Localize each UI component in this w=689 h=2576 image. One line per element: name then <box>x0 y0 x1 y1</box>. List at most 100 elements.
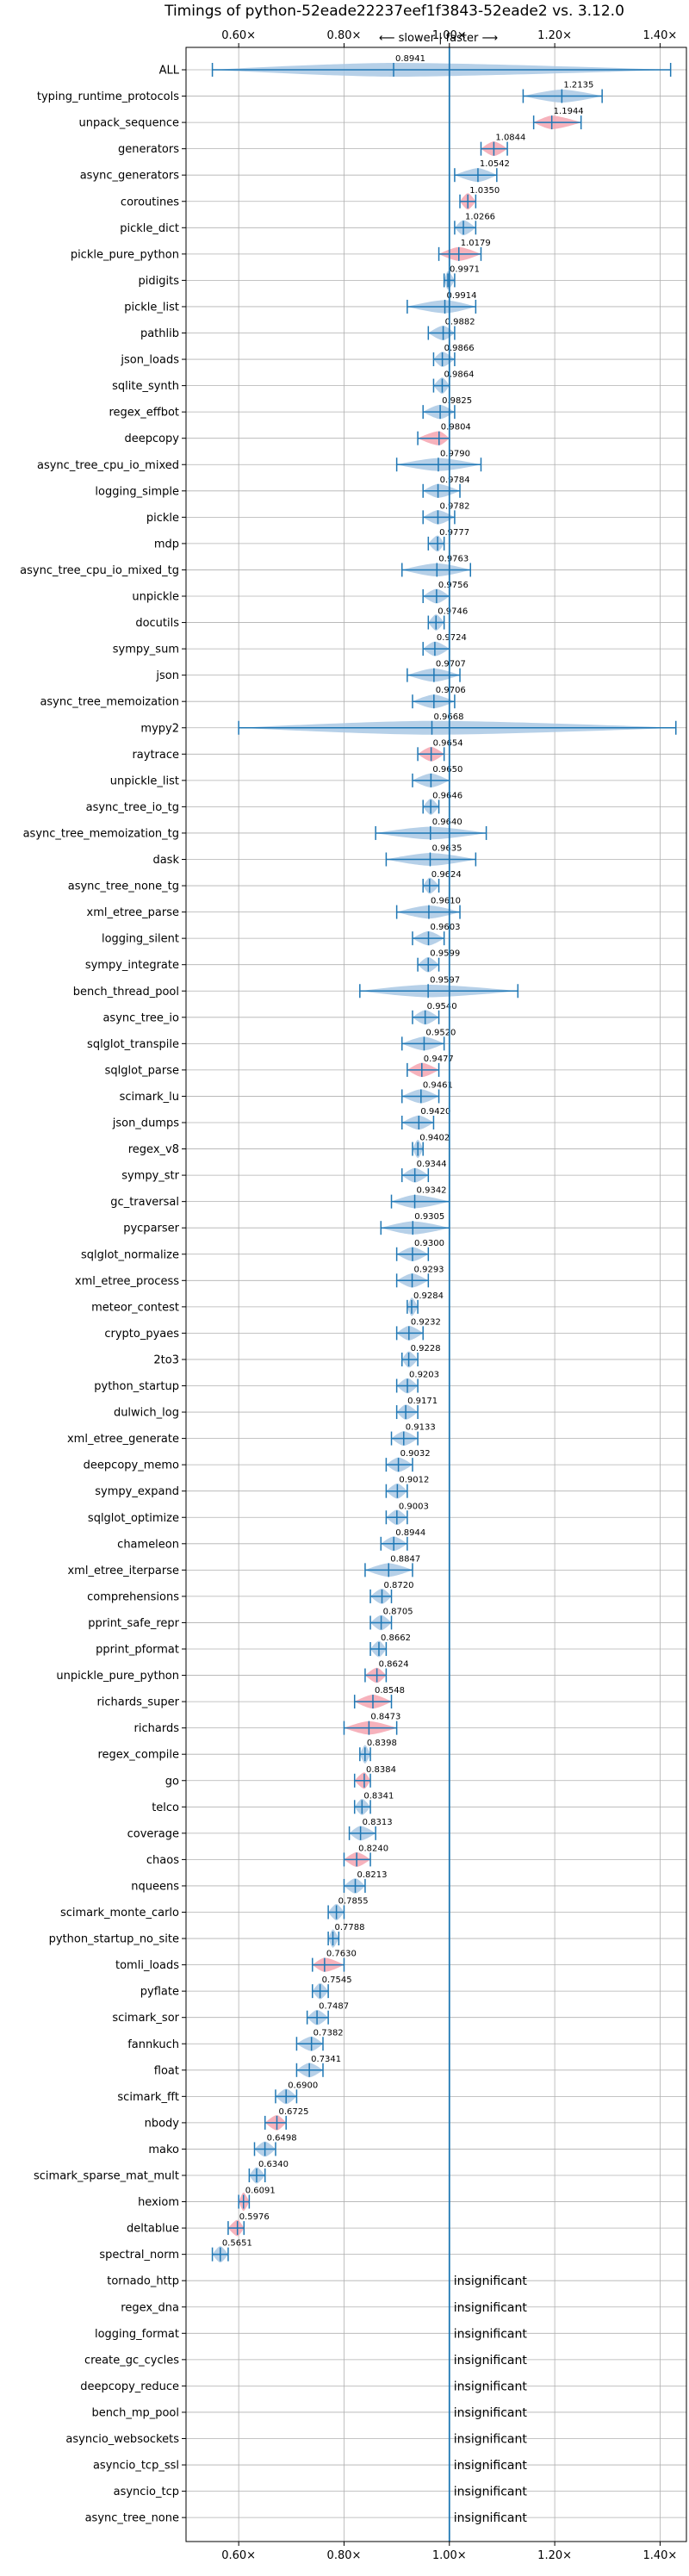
category-label: async_tree_memoization_tg <box>23 827 179 840</box>
value-label: 0.8213 <box>357 1870 388 1880</box>
value-label: 0.8398 <box>367 1739 397 1748</box>
category-label: crypto_pyaes <box>104 1328 179 1341</box>
value-label: 0.9646 <box>432 791 462 800</box>
category-label: telco <box>152 1801 179 1814</box>
x-tick-label-bottom: 1.20× <box>537 2549 572 2562</box>
value-label: 0.9763 <box>438 554 469 563</box>
value-label: 0.9882 <box>445 318 475 327</box>
plot-frame <box>185 47 687 2542</box>
category-label: pprint_safe_repr <box>88 1617 179 1630</box>
category-label: pickle_list <box>124 301 179 314</box>
value-label: 0.8941 <box>395 54 425 64</box>
value-label: 0.9777 <box>439 528 469 538</box>
category-label: sympy_str <box>121 1170 179 1183</box>
value-label: 0.8313 <box>363 1818 393 1827</box>
value-label: 1.0542 <box>480 159 510 169</box>
category-label: coroutines <box>121 196 179 208</box>
category-label: python_startup_no_site <box>49 1933 179 1946</box>
category-label: async_tree_cpu_io_mixed_tg <box>20 564 179 577</box>
category-label: pickle_dict <box>120 222 179 235</box>
category-label: sqlglot_transpile <box>87 1038 179 1051</box>
category-label: raytrace <box>132 749 179 762</box>
x-tick-label-bottom: 0.80× <box>327 2549 362 2562</box>
x-tick-label-top: 1.20× <box>537 29 572 42</box>
value-label: 0.9293 <box>414 1265 444 1274</box>
insignificant-label: insignificant <box>454 2459 528 2473</box>
category-label: async_tree_none <box>85 2512 179 2525</box>
x-tick-label-top: 1.00× <box>432 29 467 42</box>
category-label: generators <box>118 143 179 156</box>
value-label: 0.9032 <box>400 1449 431 1459</box>
value-label: 0.9461 <box>423 1080 453 1090</box>
value-label: 0.9300 <box>414 1239 444 1248</box>
value-label: 0.8705 <box>383 1607 413 1616</box>
direction-label: ⟵ slower | faster ⟶ <box>379 32 498 45</box>
x-tick-label-bottom: 0.60× <box>221 2549 256 2562</box>
value-label: 0.9825 <box>442 396 472 406</box>
category-label: richards_super <box>96 1696 179 1709</box>
value-label: 0.9284 <box>413 1291 444 1301</box>
value-label: 0.9599 <box>430 949 460 959</box>
value-label: 0.9756 <box>438 581 469 590</box>
value-label: 0.9344 <box>417 1160 447 1169</box>
value-label: 0.8240 <box>358 1844 388 1853</box>
value-label: 1.2135 <box>563 81 593 90</box>
category-label: pyflate <box>140 1986 179 1999</box>
category-label: pickle <box>146 512 179 525</box>
category-label: nbody <box>145 2117 180 2130</box>
value-label: 0.9133 <box>406 1423 436 1433</box>
category-label: pycparser <box>123 1223 179 1235</box>
value-label: 0.9624 <box>431 870 462 880</box>
category-label: regex_v8 <box>128 1143 179 1156</box>
value-label: 0.8624 <box>379 1660 409 1670</box>
value-label: 0.8847 <box>390 1554 420 1564</box>
category-label: asyncio_tcp <box>114 2486 179 2498</box>
category-label: async_generators <box>80 170 180 183</box>
value-label: 0.9746 <box>438 607 468 617</box>
category-label: sympy_sum <box>113 644 179 656</box>
insignificant-label: insignificant <box>454 2274 528 2288</box>
category-label: logging_format <box>95 2328 179 2341</box>
category-label: deltablue <box>127 2223 179 2236</box>
insignificant-label: insignificant <box>454 2486 528 2499</box>
category-label: docutils <box>135 617 179 630</box>
category-label: comprehensions <box>87 1590 179 1603</box>
value-label: 0.9790 <box>440 449 470 458</box>
value-label: 0.9864 <box>444 370 474 380</box>
category-label: json <box>155 669 179 682</box>
category-label: sqlglot_normalize <box>81 1248 179 1261</box>
category-label: python_startup <box>94 1380 179 1393</box>
category-label: sqlglot_parse <box>105 1064 179 1077</box>
category-label: logging_simple <box>95 485 179 498</box>
category-label: ALL <box>159 65 180 78</box>
value-label: 0.6340 <box>258 2160 289 2169</box>
category-label: scimark_lu <box>120 1091 179 1104</box>
x-tick-label-top: 0.80× <box>327 29 362 42</box>
category-label: sympy_expand <box>95 1485 179 1498</box>
category-label: scimark_sparse_mat_mult <box>34 2170 179 2183</box>
category-label: unpack_sequence <box>78 117 179 130</box>
value-label: 0.9597 <box>430 975 460 985</box>
insignificant-label: insignificant <box>454 2406 528 2420</box>
value-label: 0.9610 <box>431 897 461 906</box>
category-label: bench_thread_pool <box>73 986 179 999</box>
category-label: async_tree_cpu_io_mixed <box>37 459 179 472</box>
value-label: 0.8384 <box>366 1765 396 1775</box>
insignificant-label: insignificant <box>454 2380 528 2393</box>
value-label: 0.8548 <box>375 1686 405 1696</box>
category-label: dulwich_log <box>114 1407 179 1420</box>
value-label: 0.9402 <box>419 1134 450 1143</box>
insignificant-label: insignificant <box>454 2301 528 2315</box>
x-axes: 0.60× 0.60× 0.80× 0.80× 1.00× 1.00× 1.20× 1.20×… <box>182 29 677 2562</box>
category-label: chameleon <box>117 1538 179 1551</box>
value-label: 0.5976 <box>239 2212 270 2222</box>
category-label: logging_silent <box>102 933 179 946</box>
benchmark-marks: 0.8941 1.2135 1.1944 1.0844 1.0542 1.0350 1.02… <box>211 47 677 2542</box>
category-label: hexiom <box>138 2196 179 2209</box>
category-label: deepcopy <box>124 432 179 445</box>
category-label: async_tree_io <box>102 1011 179 1024</box>
insignificant-label: insignificant <box>454 2511 528 2525</box>
category-label: xml_etree_parse <box>87 906 179 919</box>
category-label: scimark_sor <box>112 2012 179 2025</box>
category-label: pidigits <box>139 275 180 288</box>
